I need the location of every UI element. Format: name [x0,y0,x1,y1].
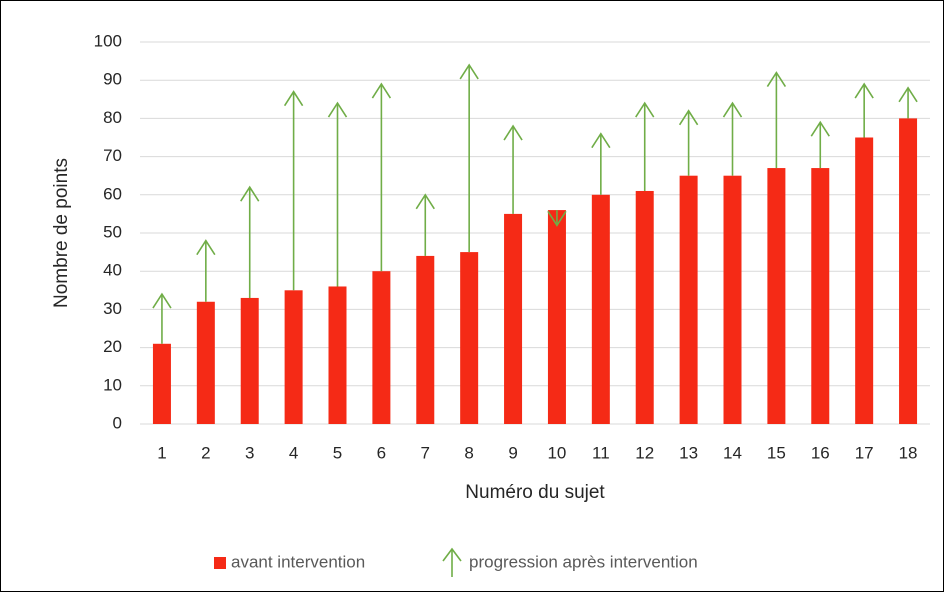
arrow [591,132,611,195]
bar [547,210,566,424]
arrow [152,292,172,344]
x-tick-label: 13 [679,443,698,462]
arrow [898,86,918,119]
arrow-head [503,124,523,141]
bar [899,118,918,425]
bar [196,301,215,424]
y-tick-label: 90 [103,70,122,89]
y-tick-label: 70 [103,146,122,165]
x-tick-label: 4 [289,443,298,462]
arrow-head [854,82,874,99]
x-tick-label: 17 [855,443,874,462]
arrow [415,193,435,256]
arrow [240,185,260,298]
arrow-head [240,185,260,202]
arrow-head [327,101,348,118]
x-tick-label: 2 [201,443,210,462]
y-tick-label: 100 [94,31,122,50]
bar [591,194,610,424]
x-tick-label: 18 [899,443,918,462]
legend-label: avant intervention [231,552,365,571]
arrow-head [459,63,479,80]
y-tick-label: 50 [103,222,122,241]
x-tick-label: 6 [377,443,386,462]
arrow-head [371,82,392,99]
y-tick-label: 40 [103,261,122,280]
arrow [810,120,830,169]
arrow-head [415,193,435,210]
arrow-head [722,101,743,118]
arrow [327,101,348,287]
x-tick-label: 9 [508,443,517,462]
bar [767,168,786,424]
x-tick-label: 12 [635,443,654,462]
arrow [503,124,523,214]
legend-swatch [214,557,226,569]
bar [855,137,874,424]
x-tick-label: 7 [421,443,430,462]
bar [679,175,698,424]
arrow-head [547,210,567,227]
x-tick-label: 8 [464,443,473,462]
arrow [283,90,304,291]
bar [811,168,830,424]
arrow [547,210,567,227]
arrow-head [635,101,655,118]
legend-label: progression après intervention [469,552,698,571]
bar [152,343,171,424]
bar [328,286,347,424]
x-axis-label: Numéro du sujet [465,482,605,503]
bar [460,252,479,424]
bar [416,255,435,424]
x-tick-label: 10 [547,443,566,462]
arrow [854,82,874,138]
arrow-head [591,132,611,149]
bar [723,175,742,424]
arrow [196,239,216,302]
y-tick-label: 10 [103,375,122,394]
x-tick-label: 16 [811,443,830,462]
arrow-head [766,71,787,87]
y-tick-label: 80 [103,108,122,127]
bar [240,297,259,424]
arrow-head [898,86,918,103]
x-tick-label: 15 [767,443,786,462]
y-axis-label: Nombre de points [51,158,72,308]
y-tick-label: 20 [103,337,122,356]
legend-arrow-head [442,547,462,562]
y-tick-label: 60 [103,184,122,203]
arrow [459,63,479,253]
x-tick-label: 5 [333,443,342,462]
arrow [371,82,392,272]
arrow-head [152,292,172,309]
arrow [722,101,743,176]
arrow-head [678,109,699,126]
arrow [678,109,699,176]
x-tick-label: 1 [157,443,166,462]
arrow [635,101,655,191]
arrow-head [810,120,830,137]
arrow [766,71,787,169]
bar [504,213,523,424]
bar [372,271,391,424]
x-tick-label: 3 [245,443,254,462]
bar [284,290,303,424]
arrow-head [283,90,304,107]
arrow-head [196,239,216,256]
y-tick-label: 30 [103,299,122,318]
x-tick-label: 11 [592,443,610,462]
bar [635,190,654,424]
x-tick-label: 14 [723,443,742,462]
y-tick-label: 0 [113,413,122,432]
